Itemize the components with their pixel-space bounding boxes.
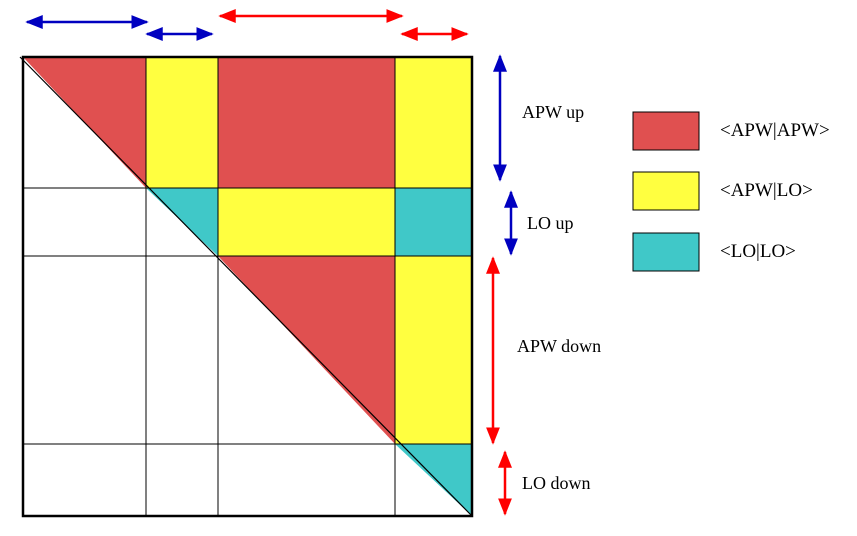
lo-lo-down-down-triangle — [395, 444, 472, 516]
matrix-border — [21, 55, 474, 518]
legend-swatch-lo-lo — [632, 232, 700, 272]
legend-label-lo-lo: <LO|LO> — [720, 241, 796, 262]
legend-swatch-apw-lo — [632, 171, 700, 211]
legend: <APW|APW> <APW|LO> <LO|LO> — [632, 111, 830, 272]
lo-apw-up-down-block — [218, 188, 395, 256]
apw-lo-up-down-block — [395, 57, 472, 188]
row-arrows — [486, 54, 518, 516]
apw-apw-up-down-block — [218, 57, 395, 188]
row-label-lo-up: LO up — [527, 213, 574, 233]
apw-lo-up-up-block — [146, 57, 218, 188]
matrix-grid — [23, 57, 472, 516]
lo-lo-up-down-block — [395, 188, 472, 256]
legend-label-apw-lo: <APW|LO> — [720, 180, 813, 201]
apw-lo-down-down-block — [395, 256, 472, 444]
column-arrows — [25, 9, 469, 41]
row-label-apw-up: APW up — [522, 102, 584, 122]
legend-label-apw-apw: <APW|APW> — [720, 120, 830, 141]
matrix-diagonal — [19, 56, 473, 517]
row-label-apw-down: APW down — [517, 336, 601, 356]
row-labels: APW up LO up APW down LO down — [517, 102, 601, 493]
row-label-lo-down: LO down — [522, 473, 591, 493]
legend-swatch-apw-apw — [632, 111, 700, 151]
